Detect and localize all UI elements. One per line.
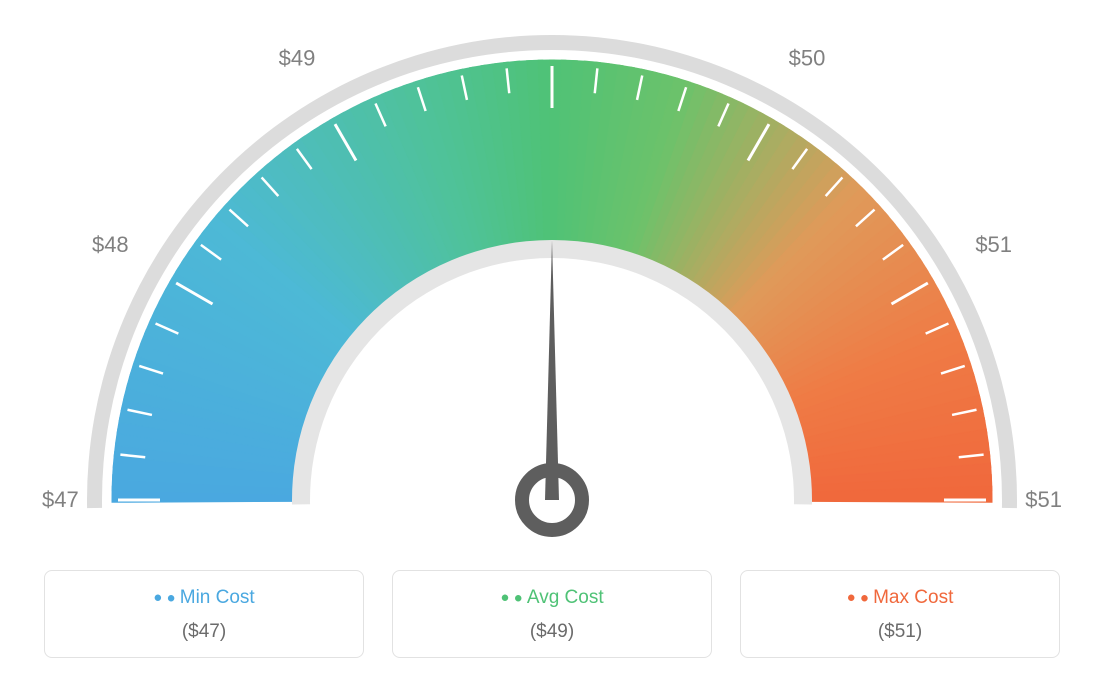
legend-min-value: ($47)	[57, 621, 351, 643]
legend-min-label: ● Min Cost	[57, 587, 351, 609]
legend-avg-label: ● Avg Cost	[405, 587, 699, 609]
svg-text:$49: $49	[279, 45, 316, 70]
legend-row: ● Min Cost ($47) ● Avg Cost ($49) ● Max …	[0, 570, 1104, 658]
svg-text:$48: $48	[92, 232, 129, 257]
legend-max-label: ● Max Cost	[753, 587, 1047, 609]
gauge-chart: $47 $48 $49 $49 $50 $51 $51	[0, 0, 1104, 560]
legend-card-avg: ● Avg Cost ($49)	[392, 570, 712, 658]
legend-card-min: ● Min Cost ($47)	[44, 570, 364, 658]
svg-text:$51: $51	[975, 232, 1012, 257]
svg-text:$50: $50	[789, 45, 826, 70]
svg-text:$47: $47	[42, 487, 79, 512]
legend-avg-value: ($49)	[405, 621, 699, 643]
gauge-svg: $47 $48 $49 $49 $50 $51 $51	[0, 0, 1104, 560]
legend-card-max: ● Max Cost ($51)	[740, 570, 1060, 658]
svg-text:$51: $51	[1025, 487, 1062, 512]
legend-max-value: ($51)	[753, 621, 1047, 643]
svg-text:$49: $49	[534, 0, 571, 2]
